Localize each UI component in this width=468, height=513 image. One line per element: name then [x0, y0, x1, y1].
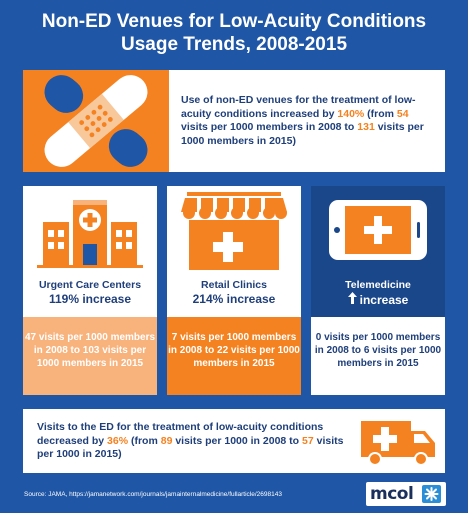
- card-telemedicine: Telemedicine increase 0 visits per 1000 …: [311, 186, 445, 395]
- smartphone-medical-icon: [329, 200, 427, 260]
- card-increase-row: increase: [311, 292, 445, 308]
- hero-pct: 140%: [337, 107, 365, 120]
- card-increase: increase: [359, 293, 409, 307]
- hero-text-3: visits per 1000 members in 2008 to: [181, 121, 358, 133]
- ed-summary: Visits to the ED for the treatment of lo…: [37, 421, 347, 462]
- source-citation: Source: JAMA, https://jamanetwork.com/jo…: [24, 491, 282, 498]
- ed-text-3: visits per 1000 in 2008 to: [172, 434, 302, 447]
- card-detail: 47 visits per 1000 members in 2008 to 10…: [23, 317, 157, 395]
- title-line-1: Non-ED Venues for Low-Acuity Conditions: [41, 11, 427, 32]
- card-name: Telemedicine: [345, 279, 411, 291]
- card-heading: Retail Clinics 214% increase: [167, 275, 301, 317]
- card-name: Retail Clinics: [201, 279, 267, 291]
- ambulance-icon: [357, 413, 439, 469]
- retail-store-icon: [181, 192, 287, 270]
- card-heading: Telemedicine increase: [311, 275, 445, 317]
- logo-text: mcol: [370, 484, 414, 504]
- card-urgent-care: Urgent Care Centers 119% increase 47 vis…: [23, 186, 157, 395]
- card-top: [167, 186, 301, 317]
- up-arrow-icon: [347, 292, 357, 308]
- card-detail: 7 visits per 1000 members in 2008 to 22 …: [167, 317, 301, 395]
- card-top: [23, 186, 157, 317]
- hospital-building-icon: [37, 200, 143, 268]
- hero-panel: Use of non-ED venues for the treatment o…: [23, 70, 445, 172]
- ed-2015-value: 57: [302, 434, 314, 447]
- card-name: Urgent Care Centers: [38, 279, 142, 291]
- title-line-2: Usage Trends, 2008-2015: [120, 34, 348, 55]
- card-increase: 214% increase: [192, 292, 276, 306]
- ed-panel: Visits to the ED for the treatment of lo…: [23, 409, 445, 473]
- ed-text-4: visits per 1000 in 2015): [37, 434, 344, 461]
- ed-pct: 36%: [107, 434, 129, 447]
- hero-text-1: Use of non-ED venues for the treatment o…: [181, 94, 416, 120]
- ed-text-2: (from: [128, 434, 161, 447]
- card-detail: 0 visits per 1000 members in 2008 to 6 v…: [311, 317, 445, 395]
- card-top: [311, 186, 445, 317]
- hero-2015-value: 131: [357, 121, 375, 133]
- page-title: Non-ED Venues for Low-Acuity Conditions …: [0, 10, 468, 56]
- mcol-logo: mcol: [366, 482, 446, 506]
- mcol-logo-mark-icon: [422, 485, 441, 503]
- ed-text-1: Visits to the ED for the treatment of lo…: [37, 421, 324, 447]
- card-retail-clinics: Retail Clinics 214% increase 7 visits pe…: [167, 186, 301, 395]
- hero-text-4: visits per 1000 members in 2015): [181, 121, 424, 147]
- card-heading: Urgent Care Centers 119% increase: [23, 275, 157, 317]
- card-increase: 119% increase: [48, 292, 132, 306]
- hero-summary: Use of non-ED venues for the treatment o…: [181, 94, 437, 148]
- hero-2008-value: 54: [396, 107, 409, 120]
- ed-2008-value: 89: [160, 434, 173, 447]
- hero-text-2: (from: [364, 107, 397, 120]
- bandage-icon: [23, 70, 169, 172]
